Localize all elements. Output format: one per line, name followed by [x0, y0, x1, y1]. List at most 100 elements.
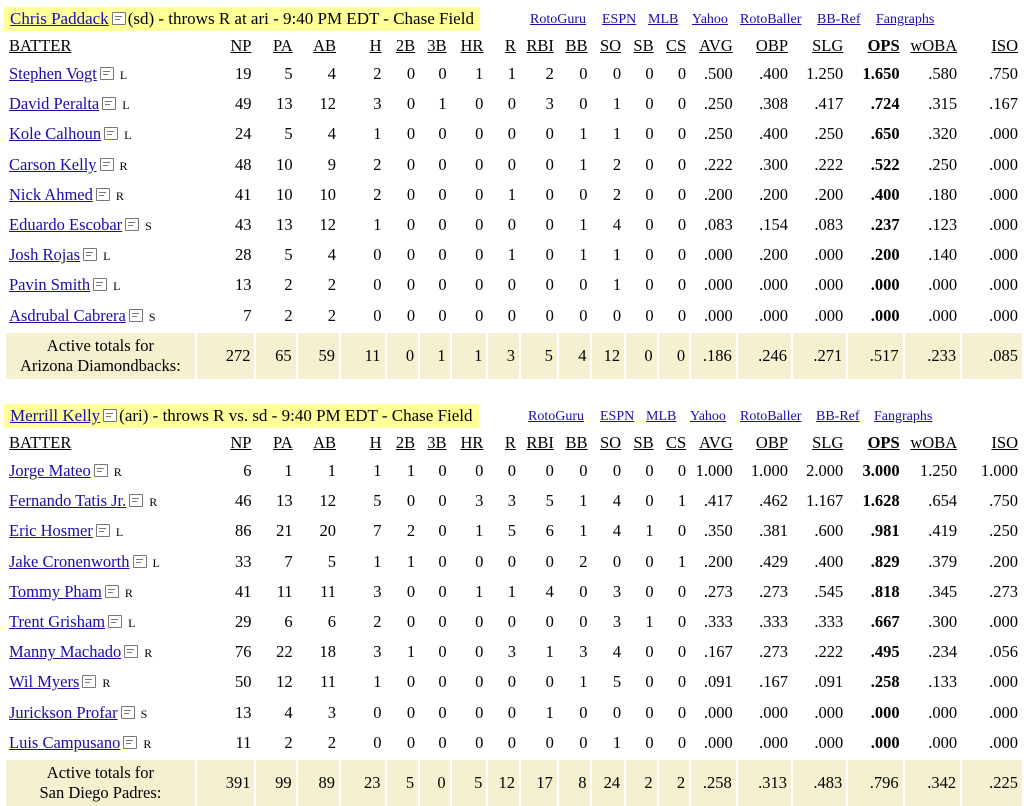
link-fangraphs[interactable]: Fangraphs — [876, 12, 935, 27]
column-header-avg[interactable]: AVG — [699, 433, 733, 452]
column-header-iso[interactable]: ISO — [991, 433, 1018, 452]
link-rotoguru[interactable]: RotoGuru — [530, 12, 586, 27]
column-header-np[interactable]: NP — [230, 36, 252, 55]
link-yahoo[interactable]: Yahoo — [690, 409, 726, 424]
batter-name-link[interactable]: Manny Machado — [9, 642, 122, 662]
column-header-slg[interactable]: SLG — [812, 36, 844, 55]
note-icon[interactable] — [104, 584, 119, 598]
column-header-so[interactable]: SO — [600, 433, 622, 452]
column-header-woba[interactable]: wOBA — [910, 36, 958, 55]
batter-name-link[interactable]: Asdrubal Cabrera — [9, 305, 126, 325]
note-icon[interactable] — [82, 675, 97, 689]
column-header-h[interactable]: H — [369, 433, 382, 452]
column-header-bb[interactable]: BB — [565, 433, 588, 452]
stat-h: 1 — [373, 672, 382, 692]
stat-hr: 0 — [475, 551, 484, 571]
link-bb-ref[interactable]: BB-Ref — [817, 12, 861, 27]
column-header-avg[interactable]: AVG — [699, 36, 733, 55]
batter-name-link[interactable]: Wil Myers — [9, 672, 80, 692]
note-icon[interactable] — [120, 705, 135, 719]
note-icon[interactable] — [108, 615, 123, 629]
note-icon[interactable] — [83, 248, 98, 262]
column-header-2b[interactable]: 2B — [395, 36, 416, 55]
note-icon[interactable] — [103, 409, 118, 422]
note-icon[interactable] — [95, 524, 110, 538]
stat-r: 0 — [507, 672, 516, 692]
link-espn[interactable]: ESPN — [602, 12, 637, 27]
column-header-pa[interactable]: PA — [273, 36, 293, 55]
column-header-ops[interactable]: OPS — [867, 433, 900, 452]
batter-name-link[interactable]: Tommy Pham — [9, 581, 102, 601]
note-icon[interactable] — [95, 187, 110, 201]
column-header-cs[interactable]: CS — [665, 433, 687, 452]
note-icon[interactable] — [111, 12, 126, 25]
batter-name-link[interactable]: Eric Hosmer — [9, 521, 93, 541]
column-header-sb[interactable]: SB — [633, 36, 654, 55]
column-header-slg[interactable]: SLG — [812, 433, 844, 452]
note-icon[interactable] — [129, 494, 144, 508]
column-header-iso[interactable]: ISO — [991, 36, 1018, 55]
link-rotoballer[interactable]: RotoBaller — [740, 409, 802, 424]
column-header-batter[interactable]: BATTER — [9, 36, 72, 55]
batter-name-link[interactable]: Nick Ahmed — [9, 184, 93, 204]
column-header-bb[interactable]: BB — [565, 36, 588, 55]
link-fangraphs[interactable]: Fangraphs — [874, 409, 933, 424]
batter-name-link[interactable]: Eduardo Escobar — [9, 215, 123, 235]
column-header-3b[interactable]: 3B — [427, 433, 447, 452]
batter-name-link[interactable]: Trent Grisham — [9, 612, 106, 632]
batter-name-link[interactable]: Pavin Smith — [9, 275, 91, 295]
column-header-cs[interactable]: CS — [665, 36, 687, 55]
note-icon[interactable] — [132, 554, 147, 568]
link-rotoguru[interactable]: RotoGuru — [528, 409, 584, 424]
link-espn[interactable]: ESPN — [600, 409, 635, 424]
batter-name-link[interactable]: Jorge Mateo — [9, 461, 91, 481]
batter-name-link[interactable]: Fernando Tatis Jr. — [9, 491, 127, 511]
link-yahoo[interactable]: Yahoo — [692, 12, 728, 27]
column-header-r[interactable]: R — [504, 36, 516, 55]
column-header-sb[interactable]: SB — [633, 433, 654, 452]
column-header-woba[interactable]: wOBA — [910, 433, 958, 452]
column-header-np[interactable]: NP — [230, 433, 252, 452]
column-header-so[interactable]: SO — [600, 36, 622, 55]
column-header-obp[interactable]: OBP — [755, 433, 789, 452]
column-header-rbi[interactable]: RBI — [526, 36, 554, 55]
note-icon[interactable] — [93, 278, 108, 292]
link-mlb[interactable]: MLB — [648, 12, 679, 27]
column-header-hr[interactable]: HR — [460, 433, 484, 452]
link-rotoballer[interactable]: RotoBaller — [740, 12, 802, 27]
batter-name-link[interactable]: Josh Rojas — [9, 245, 81, 265]
note-icon[interactable] — [93, 464, 108, 478]
column-header-3b[interactable]: 3B — [427, 36, 447, 55]
note-icon[interactable] — [99, 67, 114, 81]
batter-name-link[interactable]: Kole Calhoun — [9, 124, 102, 144]
note-icon[interactable] — [123, 735, 138, 749]
note-icon[interactable] — [99, 157, 114, 171]
column-header-obp[interactable]: OBP — [755, 36, 789, 55]
pitcher-name-link[interactable]: Merrill Kelly — [10, 406, 101, 425]
note-icon[interactable] — [124, 645, 139, 659]
pitcher-name-link[interactable]: Chris Paddack — [10, 9, 109, 28]
column-header-ops[interactable]: OPS — [867, 36, 900, 55]
note-icon[interactable] — [104, 127, 119, 141]
batter-name-link[interactable]: Luis Campusano — [9, 732, 121, 752]
note-icon[interactable] — [128, 308, 143, 322]
batter-name-link[interactable]: Carson Kelly — [9, 154, 97, 174]
note-icon[interactable] — [102, 97, 117, 111]
column-header-2b[interactable]: 2B — [395, 433, 416, 452]
column-header-hr[interactable]: HR — [460, 36, 484, 55]
column-header-h[interactable]: H — [369, 36, 382, 55]
note-icon[interactable] — [125, 218, 140, 232]
link-mlb[interactable]: MLB — [646, 409, 677, 424]
batter-name-link[interactable]: Jurickson Profar — [9, 702, 118, 722]
stat-2b: 1 — [406, 642, 416, 662]
batter-name-link[interactable]: David Peralta — [9, 94, 100, 114]
column-header-rbi[interactable]: RBI — [526, 433, 554, 452]
link-bb-ref[interactable]: BB-Ref — [816, 409, 860, 424]
column-header-ab[interactable]: AB — [313, 36, 336, 55]
batter-name-link[interactable]: Stephen Vogt — [9, 64, 97, 84]
column-header-batter[interactable]: BATTER — [9, 433, 72, 452]
batter-name-link[interactable]: Jake Cronenworth — [9, 551, 130, 571]
column-header-r[interactable]: R — [504, 433, 516, 452]
column-header-ab[interactable]: AB — [313, 433, 336, 452]
column-header-pa[interactable]: PA — [273, 433, 293, 452]
